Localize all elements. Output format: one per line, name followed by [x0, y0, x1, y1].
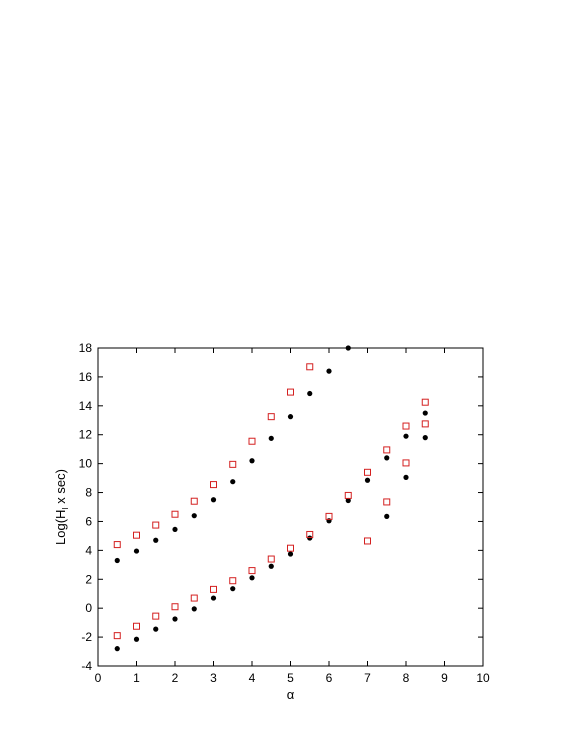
- y-tick-label: 4: [85, 543, 92, 557]
- y-tick-label: 2: [85, 572, 92, 586]
- data-point-circle: [307, 535, 313, 541]
- data-point-square: [248, 567, 256, 575]
- plot-frame: [97, 347, 484, 667]
- data-point-square: [190, 497, 198, 505]
- data-point-square: [306, 530, 314, 538]
- data-point-square: [152, 521, 160, 529]
- data-point-circle: [210, 497, 217, 503]
- data-series: [113, 345, 429, 652]
- data-point-circle: [422, 410, 428, 416]
- x-tick-label: 10: [476, 671, 490, 685]
- data-point-circle: [191, 513, 197, 519]
- x-tick-label: 2: [172, 671, 179, 685]
- y-axis-label-subscript: I: [61, 507, 70, 509]
- x-axis-label: α: [287, 687, 295, 702]
- x-tick-label: 5: [287, 671, 294, 685]
- y-tick-label: -2: [81, 630, 92, 644]
- data-point-square: [210, 481, 217, 489]
- x-tick-label: 8: [403, 671, 410, 685]
- data-point-circle: [287, 551, 294, 557]
- data-point-circle: [172, 526, 178, 533]
- y-tick-label: 0: [85, 601, 92, 615]
- y-tick-label: 10: [79, 457, 93, 471]
- y-tick-label: 16: [79, 370, 93, 384]
- data-point-square: [133, 622, 140, 630]
- x-tick-label: 7: [364, 671, 371, 685]
- data-point-square: [190, 594, 198, 602]
- y-tick-label: 6: [85, 514, 92, 528]
- data-point-circle: [268, 563, 274, 569]
- y-tick-label: 8: [85, 486, 92, 500]
- data-point-square: [383, 498, 391, 506]
- data-point-square: [267, 413, 275, 421]
- data-point-circle: [133, 548, 140, 554]
- y-axis-label-tail: x sec): [53, 469, 68, 507]
- data-point-square: [364, 537, 371, 545]
- data-point-circle: [403, 433, 409, 439]
- data-point-square: [133, 531, 140, 539]
- data-point-circle: [114, 557, 120, 564]
- data-point-circle: [249, 575, 255, 581]
- data-point-square: [267, 555, 275, 563]
- data-point-circle: [287, 414, 294, 420]
- x-tick-label: 4: [249, 671, 256, 685]
- x-tick-label: 9: [441, 671, 448, 685]
- data-point-circle: [230, 479, 236, 485]
- data-point-square: [210, 585, 217, 593]
- data-point-circle: [326, 368, 332, 374]
- x-tick-label: 1: [133, 671, 140, 685]
- data-point-circle: [191, 606, 197, 612]
- data-point-circle: [133, 636, 140, 642]
- y-axis-label-main: Log(H: [53, 510, 68, 545]
- data-point-square: [171, 603, 179, 611]
- y-axis-label: Log(HI x sec): [53, 469, 70, 545]
- series-1: [114, 345, 428, 652]
- data-point-square: [421, 420, 429, 428]
- y-tick-label: -4: [81, 659, 92, 673]
- x-tick-label: 6: [326, 671, 333, 685]
- data-point-circle: [403, 474, 409, 480]
- series-2: [113, 363, 429, 640]
- y-tick-label: 12: [79, 428, 93, 442]
- data-point-square: [421, 398, 429, 406]
- data-point-square: [402, 422, 410, 430]
- data-point-circle: [153, 537, 159, 543]
- y-tick-label: 18: [79, 341, 93, 355]
- data-point-circle: [249, 458, 255, 464]
- data-point-square: [364, 468, 371, 476]
- data-point-circle: [422, 435, 428, 441]
- data-point-circle: [114, 646, 120, 652]
- data-point-square: [171, 510, 179, 518]
- data-point-square: [383, 446, 391, 454]
- x-tick-label: 0: [95, 671, 102, 685]
- data-point-square: [113, 541, 121, 549]
- y-tick-label: 14: [79, 399, 93, 413]
- data-point-square: [229, 577, 237, 585]
- data-point-square: [287, 388, 294, 396]
- y-axis-ticks: -4 -2 0 2 4 6 8 10 12 14 16 18: [79, 341, 483, 673]
- data-point-square: [229, 460, 237, 468]
- data-point-circle: [230, 586, 236, 592]
- data-point-square: [152, 612, 160, 620]
- data-point-circle: [153, 626, 159, 632]
- data-point-circle: [268, 435, 274, 441]
- data-point-circle: [384, 513, 390, 519]
- data-point-circle: [172, 616, 178, 622]
- data-point-square: [113, 632, 121, 640]
- data-point-circle: [210, 595, 217, 601]
- data-point-square: [287, 544, 294, 552]
- data-point-circle: [345, 345, 351, 351]
- x-tick-label: 3: [210, 671, 217, 685]
- data-point-square: [306, 363, 314, 371]
- x-axis-ticks: 0 1 2 3 4 5 6 7 8 9 10: [95, 348, 490, 685]
- data-point-circle: [307, 390, 313, 397]
- data-point-square: [248, 437, 256, 445]
- data-point-square: [402, 459, 410, 467]
- data-point-circle: [345, 497, 351, 504]
- data-point-circle: [364, 477, 371, 483]
- data-point-square: [325, 512, 333, 520]
- data-point-square: [344, 491, 352, 499]
- data-point-circle: [384, 455, 390, 461]
